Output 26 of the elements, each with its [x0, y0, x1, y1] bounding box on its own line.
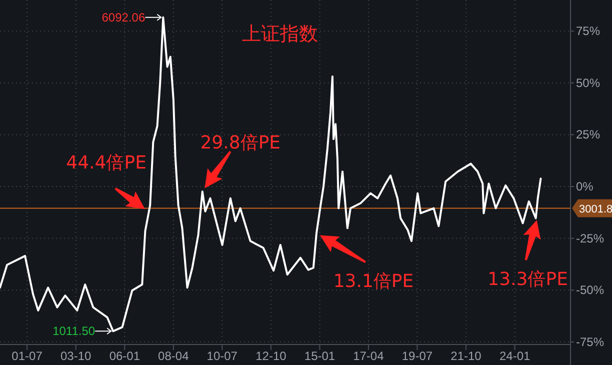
text: 上证指数 — [242, 23, 318, 45]
x-tick-label: 12-10 — [256, 349, 287, 363]
annotation: 13.1倍PE — [333, 271, 414, 292]
y-tick-label: 0% — [576, 180, 594, 194]
y-tick-label: -75% — [576, 334, 604, 349]
x-tick-label: 10-07 — [206, 349, 238, 363]
y-tick-label: 75% — [576, 24, 600, 38]
x-tick-label: 01-07 — [12, 349, 43, 363]
annotation: 29.8倍PE — [200, 132, 281, 154]
y-tick-label: -50% — [576, 283, 604, 298]
x-tick-label: 21-10 — [450, 349, 482, 363]
x-tick-label: 06-01 — [109, 349, 140, 363]
y-tick-label: 25% — [576, 128, 600, 142]
x-tick-label: 19-07 — [402, 349, 433, 363]
annotation: 1011.50 — [52, 324, 96, 338]
annotation: 44.4倍PE — [66, 152, 146, 174]
y-tick-label: -25% — [576, 231, 604, 246]
x-tick-label: 17-04 — [353, 349, 384, 363]
y-tick-label: 50% — [576, 76, 600, 90]
x-tick-label: 15-01 — [304, 349, 336, 363]
text: 3001.8 — [579, 203, 612, 216]
x-tick-label: 24-01 — [499, 349, 530, 363]
annotation: 13.3倍PE — [488, 269, 568, 290]
x-tick-label: 03-10 — [60, 349, 92, 363]
x-tick-label: 08-04 — [158, 349, 190, 363]
annotation: 6092.06 — [102, 10, 146, 24]
